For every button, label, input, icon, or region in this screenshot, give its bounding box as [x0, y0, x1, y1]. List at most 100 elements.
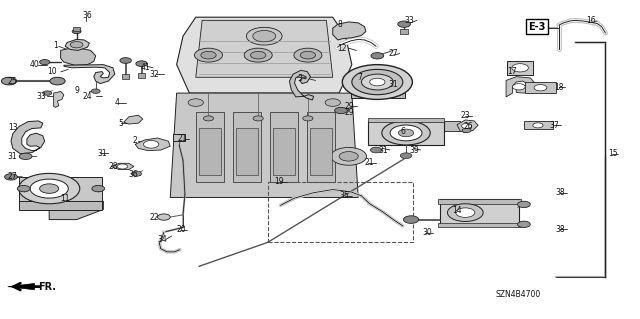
Text: 31: 31: [8, 152, 17, 161]
Circle shape: [456, 208, 475, 217]
Text: 34: 34: [157, 235, 167, 244]
Text: 12: 12: [337, 44, 347, 53]
Circle shape: [4, 174, 17, 180]
Circle shape: [244, 48, 272, 62]
Bar: [19, 177, 102, 201]
Circle shape: [157, 214, 170, 220]
Bar: [19, 201, 102, 210]
Circle shape: [325, 99, 340, 106]
Bar: [400, 29, 408, 34]
Text: 6: 6: [401, 127, 406, 136]
Circle shape: [371, 147, 382, 153]
Text: 41: 41: [140, 63, 150, 72]
Text: 37: 37: [549, 121, 559, 130]
Circle shape: [533, 123, 543, 128]
Circle shape: [513, 84, 525, 90]
Circle shape: [120, 58, 131, 63]
Bar: [351, 91, 404, 98]
Circle shape: [303, 116, 313, 121]
Text: 32: 32: [150, 70, 159, 78]
Polygon shape: [124, 115, 143, 124]
Bar: [74, 27, 80, 32]
Circle shape: [462, 128, 471, 133]
Text: 39: 39: [409, 145, 419, 154]
Circle shape: [390, 125, 422, 141]
Bar: [268, 182, 413, 242]
Text: 9: 9: [75, 86, 79, 95]
Circle shape: [397, 21, 410, 27]
Circle shape: [512, 64, 529, 72]
Text: 29: 29: [344, 108, 354, 116]
Bar: [438, 199, 521, 204]
Text: 38: 38: [556, 188, 565, 197]
Bar: [310, 128, 332, 175]
Text: 8: 8: [337, 20, 342, 29]
Circle shape: [17, 185, 30, 192]
Text: 38: 38: [556, 225, 565, 234]
Bar: [524, 121, 552, 130]
Circle shape: [201, 51, 216, 59]
Polygon shape: [196, 20, 333, 77]
Text: 31: 31: [388, 80, 398, 89]
Bar: [438, 223, 521, 227]
Text: 25: 25: [8, 77, 17, 85]
Bar: [173, 134, 185, 141]
Text: 33: 33: [404, 16, 414, 25]
Circle shape: [403, 216, 419, 223]
Circle shape: [253, 116, 263, 121]
Polygon shape: [170, 93, 358, 197]
Circle shape: [136, 61, 147, 67]
Circle shape: [131, 171, 141, 176]
Bar: [269, 112, 298, 182]
Text: 5: 5: [118, 119, 123, 128]
Bar: [507, 61, 534, 75]
Text: 31: 31: [379, 145, 388, 154]
Text: 10: 10: [47, 67, 57, 77]
Text: 30: 30: [422, 228, 432, 237]
Polygon shape: [61, 47, 96, 65]
Bar: [236, 128, 258, 175]
Bar: [307, 112, 335, 182]
Polygon shape: [8, 284, 35, 290]
Circle shape: [387, 81, 399, 87]
Text: 22: 22: [150, 213, 159, 222]
Bar: [196, 112, 225, 182]
Bar: [368, 121, 444, 145]
Circle shape: [371, 53, 384, 59]
Circle shape: [19, 174, 80, 204]
Circle shape: [398, 129, 413, 137]
Polygon shape: [444, 121, 460, 131]
Circle shape: [92, 89, 100, 93]
Circle shape: [246, 27, 282, 45]
Text: 35: 35: [339, 191, 349, 200]
Text: FR.: FR.: [38, 282, 56, 292]
Bar: [233, 112, 261, 182]
Text: E-3: E-3: [528, 22, 545, 32]
Polygon shape: [65, 39, 90, 50]
Circle shape: [250, 51, 266, 59]
Text: 2: 2: [132, 136, 137, 145]
Circle shape: [339, 152, 358, 161]
Circle shape: [195, 48, 223, 62]
Circle shape: [43, 91, 52, 95]
Circle shape: [1, 77, 17, 85]
Text: 27: 27: [8, 172, 17, 182]
Text: 31: 31: [97, 149, 107, 158]
Bar: [440, 199, 520, 226]
Text: 13: 13: [8, 123, 17, 132]
Text: 26: 26: [463, 122, 473, 131]
Circle shape: [331, 147, 367, 165]
Polygon shape: [111, 163, 134, 170]
Text: 11: 11: [60, 194, 70, 203]
Polygon shape: [54, 92, 64, 107]
Circle shape: [300, 51, 316, 59]
Bar: [273, 128, 295, 175]
Text: 33: 33: [36, 92, 46, 101]
Circle shape: [447, 204, 483, 221]
Circle shape: [204, 116, 214, 121]
Polygon shape: [289, 70, 314, 100]
Text: 17: 17: [507, 67, 516, 76]
Circle shape: [335, 107, 348, 114]
Bar: [138, 73, 145, 78]
Circle shape: [30, 179, 68, 198]
